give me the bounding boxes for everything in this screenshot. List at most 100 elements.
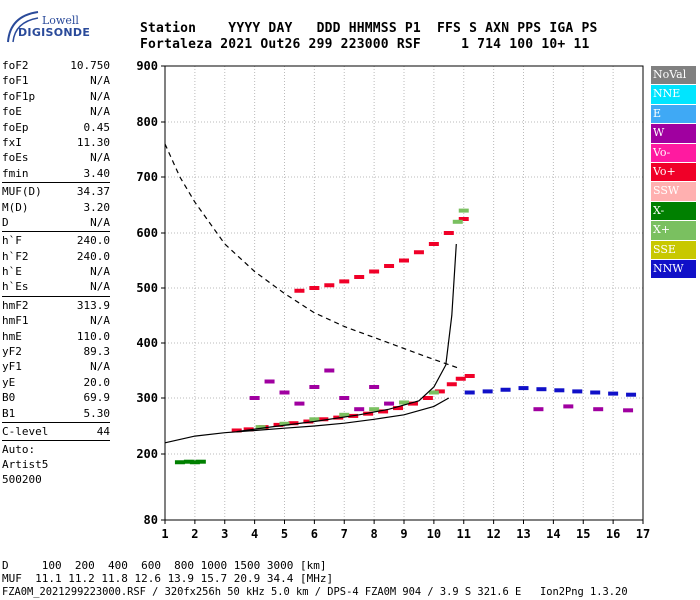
param-row: foEp 0.45 [2, 120, 110, 135]
echo-point [563, 404, 574, 409]
param-value: N/A [90, 265, 110, 279]
echo-point [482, 389, 493, 394]
legend-item: W [651, 124, 696, 143]
param-value: 10.750 [70, 59, 110, 72]
param-key: foF1p [2, 89, 36, 103]
param-row: foEs N/A [2, 150, 110, 165]
param-row: foF1 N/A [2, 73, 110, 88]
echo-point [264, 379, 275, 384]
echo-point [324, 283, 335, 288]
param-key: foF2 [2, 59, 29, 72]
y-tick-label: 700 [136, 170, 158, 184]
x-tick-label: 16 [606, 527, 620, 541]
echo-point [231, 428, 242, 433]
logo-arc-icon [7, 11, 39, 43]
param-row: D N/A [2, 215, 110, 230]
x-tick-label: 9 [400, 527, 407, 541]
param-row: foF2 10.750 [2, 58, 110, 73]
header-row-1: Station YYYY DAY DDD HHMMSS P1 FFS S AXN… [140, 21, 598, 36]
param-row: h`Es N/A [2, 279, 110, 294]
echo-point [428, 390, 439, 395]
file-info-row: FZA0M_2021299223000.RSF / 320fx256h 50 k… [2, 586, 628, 598]
legend-item: NoVal [651, 66, 696, 85]
echo-point [464, 374, 475, 378]
param-key: foEp [2, 120, 29, 134]
param-row: B1 5.30 [2, 406, 110, 421]
echo-point [428, 242, 439, 246]
param-value: 34.37 [76, 185, 110, 199]
legend: NoVal NNE E W Vo- Vo+ SSW X- X+ SSE NNW [651, 66, 696, 279]
x-tick-label: 14 [546, 527, 560, 541]
echo-point [303, 419, 314, 424]
echo-point [288, 421, 299, 426]
param-value: 3.40 [83, 166, 111, 180]
x-tick-label: 8 [371, 527, 378, 541]
param-key: h`E [2, 265, 22, 279]
param-row: hmF1 N/A [2, 313, 110, 328]
echo-point [249, 396, 260, 400]
param-key: D [2, 215, 9, 229]
y-tick-label: 900 [136, 59, 158, 73]
echo-point [318, 417, 329, 422]
param-key: foE [2, 105, 22, 119]
param-row: yE 20.0 [2, 375, 110, 390]
param-key: yE [2, 375, 16, 389]
echo-point [608, 391, 619, 396]
y-tick-label: 800 [136, 115, 158, 129]
param-row: foE N/A [2, 104, 110, 119]
param-key: h`Es [2, 280, 29, 294]
param-row: B0 69.9 [2, 390, 110, 405]
legend-item: Vo+ [651, 162, 696, 182]
param-key: h`F [2, 234, 22, 248]
autoscale-info: Auto: [2, 443, 36, 457]
y-tick-label: 500 [136, 281, 158, 295]
x-tick-label: 13 [516, 527, 530, 541]
echo-point [273, 422, 284, 427]
ionogram-plot: 1 2 3 4 5 6 7 8 9 10 11 12 13 14 15 16 17802003004005006… [136, 59, 650, 541]
param-value: N/A [90, 151, 110, 165]
parameter-panel: foF2 10.750 foF1 N/A foF1p N/A foE N/A foEp 0.45 f… [2, 58, 110, 487]
param-row: fxI 11.30 [2, 135, 110, 150]
header-row-2: Fortaleza 2021 Out26 299 223000 RSF 1 71… [140, 37, 590, 52]
muf-row: MUF 11.1 11.2 11.8 12.6 13.9 15.7 20.9 3… [2, 572, 334, 585]
param-value: 44 [96, 424, 110, 438]
legend-item: NNE [651, 85, 696, 104]
param-value: 0.45 [83, 120, 111, 134]
x-tick-label: 4 [251, 527, 258, 541]
param-value: 20.0 [83, 375, 111, 389]
x-tick-label: 15 [576, 527, 590, 541]
echo-point [407, 401, 418, 406]
x-tick-label: 17 [636, 527, 650, 541]
param-key: hmF1 [2, 314, 29, 328]
param-value: N/A [90, 74, 110, 88]
echo-point [183, 459, 194, 464]
param-value: 110.0 [76, 329, 110, 343]
echo-point [255, 425, 266, 430]
echo-point [174, 460, 185, 465]
echo-point [369, 407, 380, 412]
param-row: MUF(D) 34.37 [2, 184, 110, 199]
echo-point [455, 376, 466, 381]
echo-point [443, 231, 454, 235]
echo-point [518, 386, 529, 391]
param-value: N/A [90, 314, 110, 328]
echo-point [384, 264, 395, 268]
lowell-digisonde-logo: Lowell DIGISONDE [4, 6, 90, 46]
autoscale-info: Artist5 [2, 458, 49, 472]
plot-frame [164, 65, 644, 521]
param-row: hmF2 313.9 [2, 298, 110, 313]
param-key: foEs [2, 151, 29, 165]
echo-point [339, 279, 350, 284]
param-key: M(D) [2, 200, 29, 214]
param-key: hmF2 [2, 298, 29, 312]
echo-point [378, 409, 389, 414]
y-tick-label: 600 [136, 226, 158, 240]
param-key: yF2 [2, 345, 22, 359]
logo-line2: DIGISONDE [18, 26, 91, 39]
echo-point [294, 288, 305, 293]
param-value: 89.3 [83, 345, 111, 359]
x-tick-label: 7 [341, 527, 348, 541]
legend-item: SSE [651, 240, 696, 259]
param-row: fmin 3.40 [2, 166, 110, 181]
param-row: yF1 N/A [2, 359, 110, 374]
